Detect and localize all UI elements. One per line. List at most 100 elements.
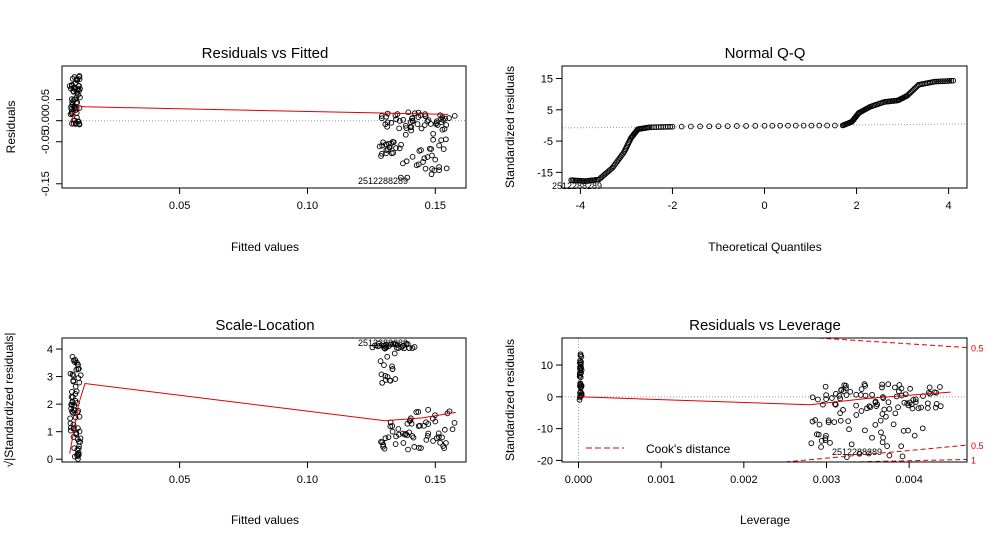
scale-location-point-167 [443,440,449,446]
residuals-vs-fitted-point-annotation: 2512288289 [358,176,408,186]
residuals-vs-fitted-point-71 [394,111,401,117]
cooks-contour-label-2: 1 [971,455,976,465]
normal-qq-reference-line [561,123,968,129]
residuals-vs-leverage-point-104 [931,389,938,396]
normal-qq-ylabel: Standardized residuals [503,66,517,188]
residuals-vs-leverage-point-122 [837,410,843,416]
residuals-vs-fitted-point-125 [396,145,403,152]
normal-qq-point-88 [743,123,749,129]
scale-location-point-151 [425,406,432,413]
normal-qq-point-97 [816,122,823,129]
residuals-vs-fitted-point-66 [384,123,390,130]
residuals-vs-leverage-point-121 [840,407,846,413]
residuals-vs-leverage-point-98 [937,384,943,390]
scale-location-y-tick-label-1: 1 [47,427,53,439]
residuals-vs-fitted-point-143 [422,165,429,172]
scale-location-point-53 [75,451,82,458]
residuals-vs-fitted-point-158 [438,137,445,144]
residuals-vs-fitted-smoother-line [69,105,449,124]
residuals-vs-fitted-x-tick-label-0: 0.05 [169,200,190,212]
residuals-vs-leverage-point-130 [865,450,872,457]
scale-location-point-66 [76,413,83,420]
normal-qq-point-82 [688,123,694,130]
scale-location-point-131 [400,440,407,446]
scale-location-point-130 [395,426,402,432]
residuals-vs-leverage-point-84 [901,399,908,406]
normal-qq-point-188 [946,78,953,84]
residuals-vs-leverage-point-92 [926,384,933,391]
residuals-vs-leverage-point-60 [862,392,869,399]
scale-location-point-74 [374,343,381,350]
residuals-vs-leverage-point-125 [843,454,850,460]
residuals-vs-leverage-point-38 [815,396,821,403]
residuals-vs-leverage-point-61 [853,402,859,409]
scale-location-point-114 [391,350,398,357]
residuals-vs-fitted-point-157 [436,164,442,170]
normal-qq-point-86 [724,123,731,129]
scale-location-point-170 [441,445,448,451]
residuals-vs-leverage-point-59 [869,391,875,398]
residuals-vs-fitted-point-70 [396,118,403,124]
residuals-vs-fitted-point-107 [378,153,384,159]
normal-qq-point-96 [808,122,815,129]
residuals-vs-leverage-point-102 [937,403,944,410]
residuals-vs-fitted-point-154 [439,126,446,133]
scale-location-point-18 [70,421,77,428]
residuals-vs-fitted-point-148 [430,136,436,143]
residuals-vs-fitted-point-139 [421,155,428,162]
residuals-vs-leverage-point-35 [809,394,816,401]
normal-qq-point-98 [824,122,830,129]
residuals-vs-leverage-point-137 [879,439,886,446]
residuals-vs-fitted-point-55 [76,121,83,128]
normal-qq-x-tick-label-0: -4 [576,200,586,212]
residuals-vs-fitted-point-149 [430,130,436,137]
residuals-vs-fitted-point-58 [77,85,83,92]
scale-location-point-156 [430,438,436,444]
normal-qq-y-tick-label-1: 5 [547,105,553,117]
residuals-vs-leverage-point-47 [832,390,839,397]
residuals-vs-leverage-point-153 [909,405,916,412]
scale-location-smoother-line [69,382,456,454]
scale-location-point-168 [439,434,445,441]
residuals-vs-leverage-x-tick-label-2: 0.002 [730,474,758,486]
normal-qq-point-annotation: 2512288289 [552,181,602,191]
scale-location-point-159 [424,433,431,439]
scale-location-point-144 [411,444,418,450]
residuals-vs-fitted-point-151 [429,152,435,159]
residuals-vs-leverage-point-74 [885,399,892,406]
residuals-vs-fitted-point-145 [426,145,433,152]
residuals-vs-leverage-point-117 [825,419,832,426]
normal-qq-point-95 [800,122,807,129]
residuals-vs-leverage-point-123 [848,441,855,448]
residuals-vs-leverage-point-145 [899,453,906,460]
residuals-vs-fitted-point-120 [390,149,396,156]
residuals-vs-fitted-point-73 [396,125,403,132]
residuals-vs-fitted-point-141 [420,159,426,165]
scale-location-y-tick-label-0: 0 [47,454,53,466]
residuals-vs-fitted-y-tick-label-0: 0.05 [40,89,52,110]
normal-qq-xlabel: Theoretical Quantiles [708,240,821,254]
normal-qq-point-85 [715,123,722,130]
normal-qq-point-184 [939,78,945,85]
scale-location-point-118 [381,445,388,452]
scale-location-point-106 [384,353,391,360]
residuals-vs-fitted-point-161 [443,165,450,172]
scale-location-point-89 [398,344,405,351]
scale-location-point-91 [395,345,402,351]
residuals-vs-leverage-point-127 [853,412,860,418]
normal-qq-point-99 [832,122,838,129]
residuals-vs-leverage-point-31 [578,382,585,389]
residuals-vs-leverage-point-150 [900,427,907,434]
cooks-distance-legend: Cook's distance [586,442,731,456]
residuals-vs-leverage-point-144 [890,421,897,428]
scale-location-point-97 [406,345,413,351]
cooks-contour-label-1: 0.5 [971,441,984,451]
residuals-vs-leverage-point-139 [877,417,884,424]
scale-location-point-39 [73,388,80,395]
residuals-vs-leverage-point-41 [823,396,829,402]
residuals-vs-leverage-point-56 [857,392,864,398]
scale-location-point-138 [403,430,409,437]
scale-location-point-133 [402,431,408,438]
residuals-vs-leverage-point-96 [925,400,931,407]
